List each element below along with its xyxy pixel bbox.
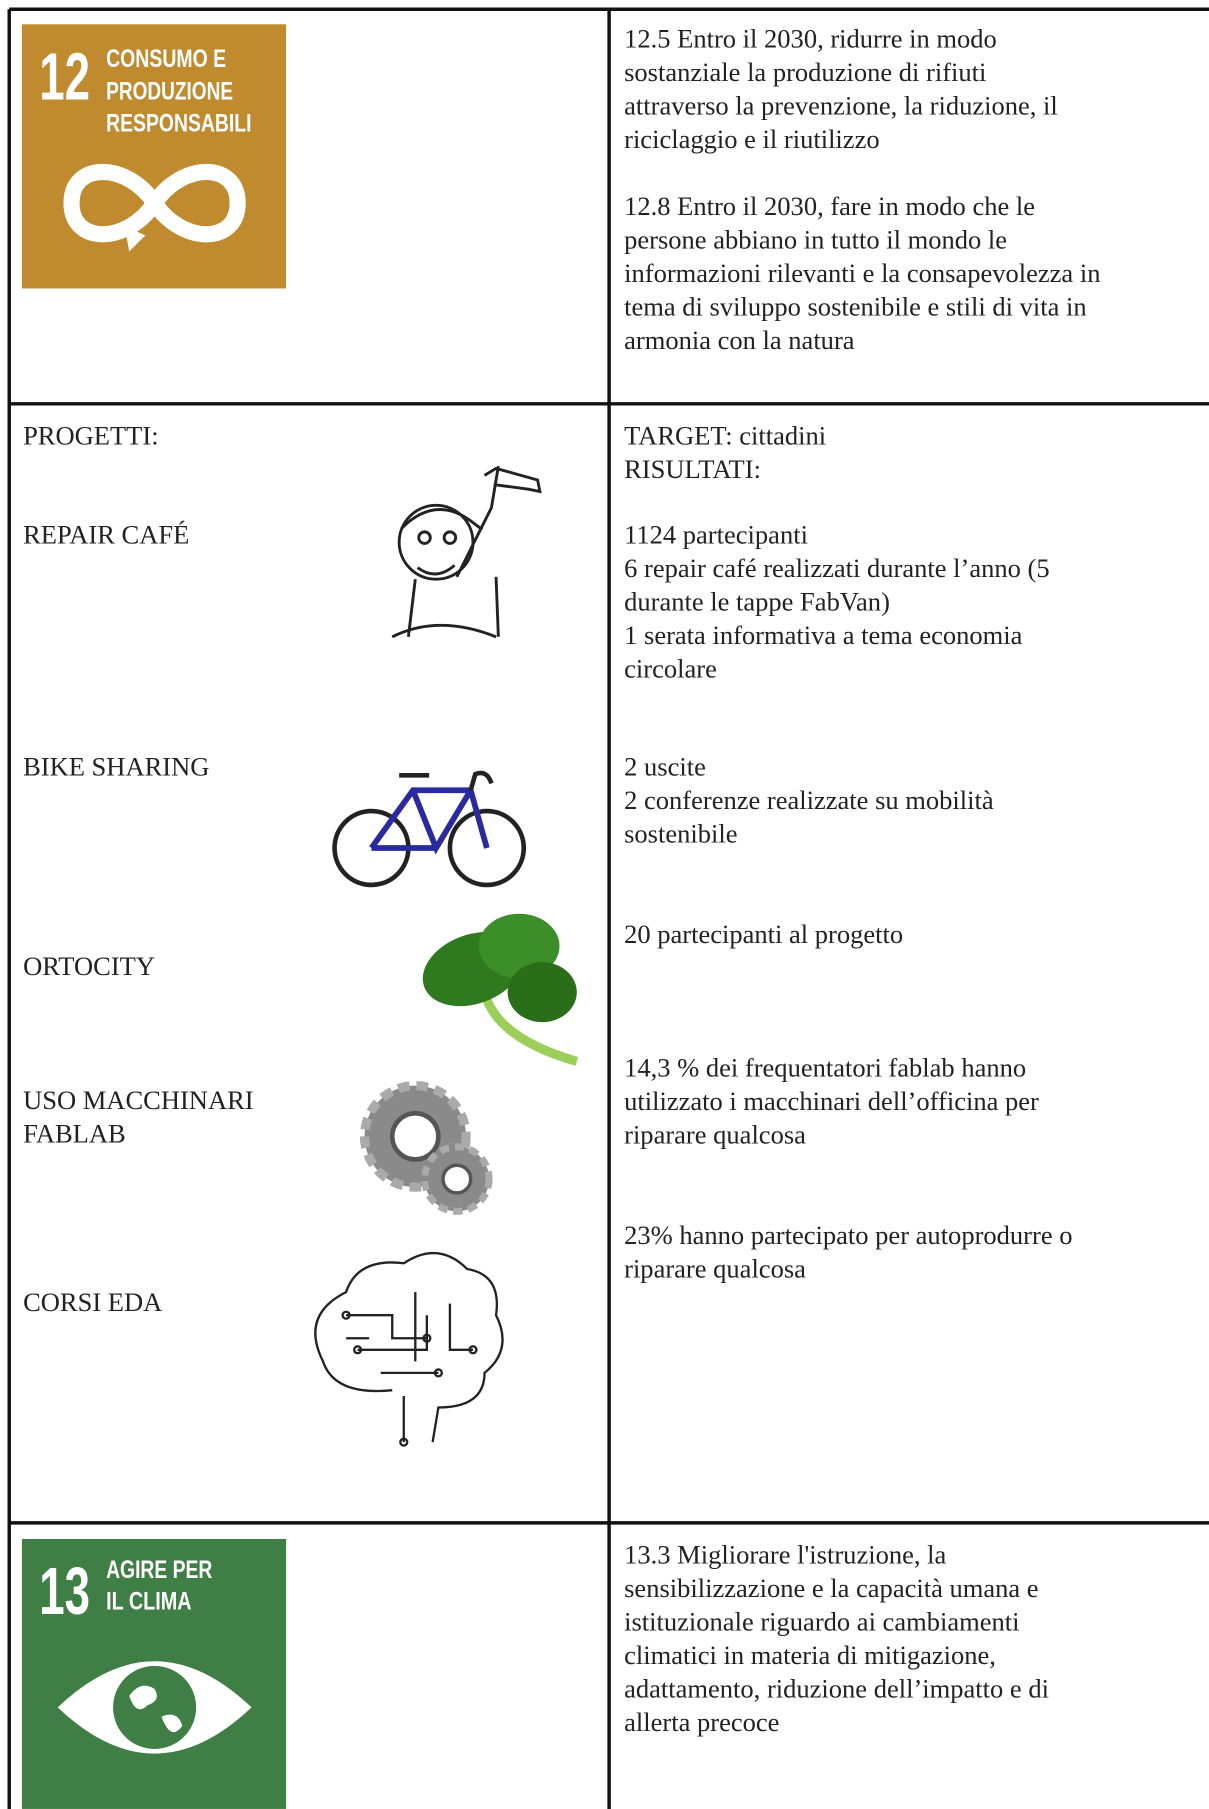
spinach-icon bbox=[422, 913, 579, 1066]
target-text: allerta precoce bbox=[624, 1707, 779, 1737]
project-name: ORTOCITY bbox=[23, 951, 155, 981]
target-text: climatici in materia di mitigazione, bbox=[624, 1640, 996, 1670]
sdg-title: AGIRE PER bbox=[106, 1556, 212, 1584]
sdg-13-icon: 13 AGIRE PER IL CLIMA bbox=[21, 1538, 287, 1809]
project-name: BIKE SHARING bbox=[23, 752, 209, 782]
project-name: USO MACCHINARI bbox=[23, 1085, 254, 1115]
sdg-number: 12 bbox=[39, 39, 90, 114]
result-text: circolare bbox=[624, 654, 717, 684]
result-text: 2 uscite bbox=[624, 752, 706, 782]
target-text: tema di sviluppo sostenibile e stili di … bbox=[624, 291, 1087, 321]
repair-icon bbox=[391, 465, 542, 639]
result-text: RISULTATI: bbox=[624, 454, 761, 484]
target-text: 12.8 Entro il 2030, fare in modo che le bbox=[624, 191, 1035, 221]
result-text: 23% hanno partecipato per autoprodurre o bbox=[624, 1220, 1072, 1250]
result-text: sostenibile bbox=[624, 819, 737, 849]
target-text: armonia con la natura bbox=[624, 325, 855, 355]
table-borders bbox=[7, 7, 1209, 1809]
result-text: 6 repair café realizzati durante l’anno … bbox=[624, 553, 1049, 583]
result-text: utilizzato i macchinari dell’officina pe… bbox=[624, 1086, 1039, 1116]
target-text: adattamento, riduzione dell’impatto e di bbox=[624, 1673, 1049, 1703]
project-name: FABLAB bbox=[23, 1118, 126, 1148]
gears-icon bbox=[359, 1081, 493, 1215]
result-text: 2 conferenze realizzate su mobilità bbox=[624, 785, 994, 815]
project-name: REPAIR CAFÉ bbox=[23, 520, 189, 550]
sdg-title: RESPONSABILI bbox=[106, 110, 251, 138]
sdg-title: CONSUMO E bbox=[106, 45, 226, 73]
bike-icon bbox=[332, 770, 527, 888]
target-text: sostanziale la produzione di rifiuti bbox=[624, 57, 986, 87]
result-text: riparare qualcosa bbox=[624, 1253, 806, 1283]
sdg-title: IL CLIMA bbox=[106, 1587, 191, 1615]
sdg-number: 13 bbox=[39, 1554, 90, 1629]
result-text: 1 serata informativa a tema economia bbox=[624, 620, 1023, 650]
result-text: TARGET: cittadini bbox=[624, 421, 826, 451]
target-text: istituzionale riguardo ai cambiamenti bbox=[624, 1606, 1019, 1636]
result-text: 1124 partecipanti bbox=[624, 520, 808, 550]
sdg-title: PRODUZIONE bbox=[106, 77, 233, 105]
sdg-12-icon: 12 CONSUMO E PRODUZIONE RESPONSABILI bbox=[21, 24, 287, 289]
target-text: attraverso la prevenzione, la riduzione,… bbox=[624, 91, 1058, 121]
brain-icon bbox=[314, 1251, 504, 1447]
target-text: riciclaggio e il riutilizzo bbox=[624, 124, 880, 154]
result-text: 14,3 % dei frequentatori fablab hanno bbox=[624, 1053, 1026, 1083]
result-text: 20 partecipanti al progetto bbox=[624, 919, 903, 949]
target-text: informazioni rilevanti e la consapevolez… bbox=[624, 258, 1100, 288]
result-text: riparare qualcosa bbox=[624, 1120, 806, 1150]
target-text: 13.3 Migliorare l'istruzione, la bbox=[624, 1540, 946, 1570]
target-text: sensibilizzazione e la capacità umana e bbox=[624, 1573, 1038, 1603]
target-text: 12.5 Entro il 2030, ridurre in modo bbox=[624, 24, 997, 54]
project-name: CORSI EDA bbox=[23, 1287, 162, 1317]
result-text: durante le tappe FabVan) bbox=[624, 587, 890, 617]
target-text: persone abbiano in tutto il mondo le bbox=[624, 224, 1007, 254]
section-heading: PROGETTI: bbox=[23, 421, 159, 451]
